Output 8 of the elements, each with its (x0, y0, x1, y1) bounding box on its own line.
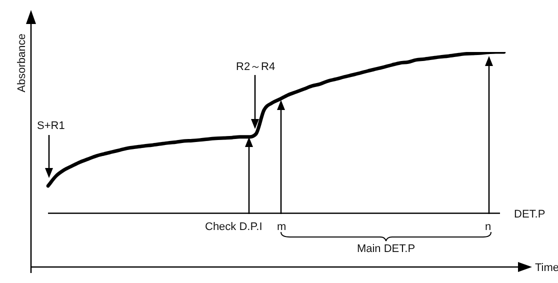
annotation: Main DET.P (356, 243, 416, 255)
y-axis-title: Absorbance (16, 34, 28, 92)
annotation: S+R1 (37, 120, 65, 132)
annotation: Check D.P.I (205, 221, 262, 233)
annotation: m (277, 221, 286, 233)
annotation: R2～R4 (236, 61, 276, 73)
annotation: n (485, 221, 492, 233)
ref-line-label: DET.P (514, 208, 546, 220)
